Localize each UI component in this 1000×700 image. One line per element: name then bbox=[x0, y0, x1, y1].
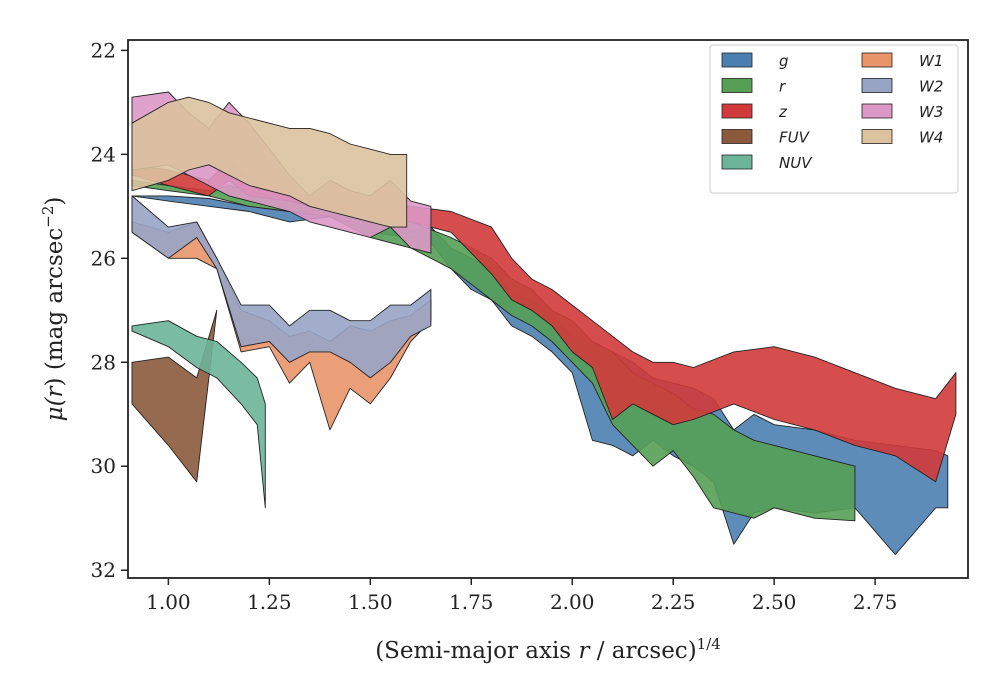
legend-swatch-z bbox=[721, 103, 753, 119]
y-tick-label: 24 bbox=[91, 142, 116, 166]
y-tick-label: 28 bbox=[91, 350, 116, 374]
legend-label-w1: W1 bbox=[919, 52, 943, 70]
y-axis: 22 24 26 28 30 32 bbox=[91, 38, 128, 582]
x-tick-label: 2.00 bbox=[550, 590, 595, 614]
plot-frame bbox=[127, 39, 969, 579]
series-band-nuv bbox=[131, 320, 266, 509]
y-tick-label: 30 bbox=[91, 454, 116, 478]
legend-label-fuv: FUV bbox=[779, 129, 811, 147]
legend-label-w2: W2 bbox=[919, 78, 943, 96]
y-tick-label: 22 bbox=[91, 38, 116, 62]
legend-label-g: g bbox=[779, 52, 789, 70]
legend-swatch-w4 bbox=[861, 129, 893, 144]
legend-frame bbox=[709, 44, 959, 194]
x-tick-label: 1.75 bbox=[449, 590, 494, 614]
legend-label-w4: W4 bbox=[919, 129, 943, 147]
y-tick-label: 32 bbox=[91, 558, 116, 582]
legend-swatch-nuv bbox=[721, 154, 753, 170]
legend-label-z: z bbox=[778, 103, 788, 121]
legend: grz FUV NUV W1 W2 W3 W4 bbox=[709, 44, 959, 194]
x-tick-label: 2.25 bbox=[651, 590, 696, 614]
x-axis-label: (Semi-major axis r / arcsec)1/4 bbox=[375, 635, 721, 664]
legend-swatch-r bbox=[721, 78, 753, 93]
legend-label-w3: W3 bbox=[919, 103, 943, 121]
series-band-fuv bbox=[131, 309, 218, 483]
x-tick-label: 2.75 bbox=[853, 590, 898, 614]
x-tick-label: 1.00 bbox=[146, 590, 191, 614]
x-tick-label: 1.25 bbox=[247, 590, 292, 614]
legend-swatch-w3 bbox=[861, 103, 893, 119]
x-axis: 1.00 1.25 1.50 1.75 2.00 2.25 2.50 2.75 bbox=[146, 578, 897, 614]
legend-swatch-w2 bbox=[861, 78, 893, 93]
y-axis-label: μ(r) (mag arcsec−2) bbox=[39, 197, 68, 422]
legend-swatch-g bbox=[721, 52, 753, 68]
legend-label-r: r bbox=[779, 78, 786, 96]
series-band-w4 bbox=[131, 96, 408, 228]
x-tick-label: 2.50 bbox=[752, 590, 797, 614]
legend-label-nuv: NUV bbox=[779, 154, 813, 172]
series-band-w2 bbox=[131, 195, 432, 379]
y-tick-label: 26 bbox=[91, 246, 116, 270]
legend-swatch-fuv bbox=[721, 129, 753, 144]
legend-swatch-w1 bbox=[861, 52, 893, 68]
series-layer bbox=[131, 91, 957, 556]
x-tick-label: 1.50 bbox=[348, 590, 393, 614]
